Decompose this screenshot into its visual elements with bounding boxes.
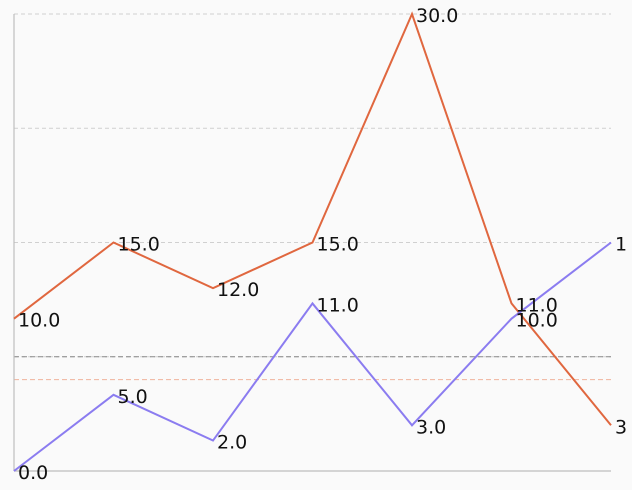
series-1-line [13,241,612,472]
series-0-label-0: 10.0 [18,310,60,332]
series-0-label-2: 12.0 [217,279,259,301]
series-1-label-1: 5.0 [118,386,148,408]
series-1-label-0: 0.0 [18,462,48,484]
series-1-label-3: 11.0 [317,294,359,316]
series-1-label-4: 3.0 [416,416,446,438]
series-0-label-1: 15.0 [118,234,160,256]
series-layer [13,11,612,472]
series-0-line [13,11,612,426]
series-0-label-5: 11.0 [516,294,558,316]
series-1-label-2: 2.0 [217,432,247,454]
reference-lines [14,356,611,381]
series-1-label-6: 1 [615,234,627,256]
axis-layer [13,14,611,472]
series-1-label-5: 10.0 [516,310,558,332]
series-0-label-3: 15.0 [317,234,359,256]
series-0-label-4: 30.0 [416,5,458,27]
series-0-label-6: 3 [615,416,627,438]
data-labels: 10.015.012.015.030.011.030.05.02.011.03.… [18,5,627,484]
